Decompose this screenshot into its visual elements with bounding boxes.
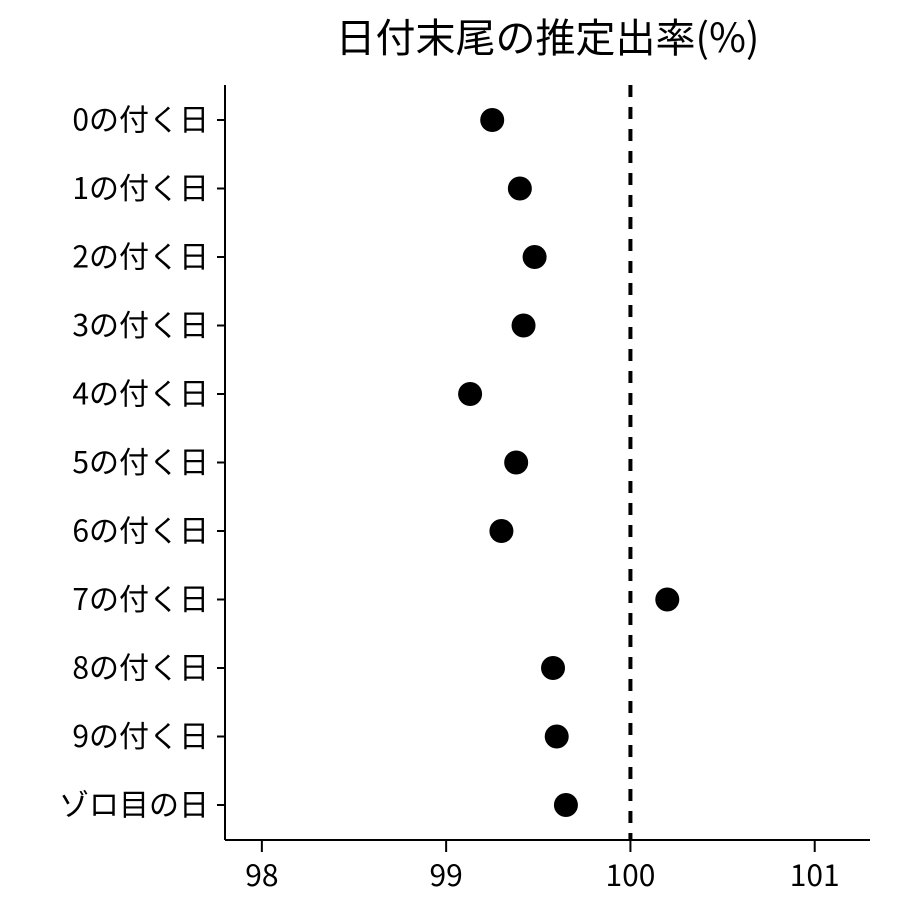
y-category-label: 0の付く日 bbox=[72, 96, 209, 140]
data-point bbox=[554, 793, 578, 817]
chart-title: 日付末尾の推定出率(%) bbox=[336, 6, 760, 64]
data-point bbox=[523, 245, 547, 269]
chart-svg: 日付末尾の推定出率(%) 98 99 100 101 0の付く日 1の付く日 2の付く日 3の付… bbox=[0, 0, 900, 900]
y-category-label: 9の付く日 bbox=[72, 712, 209, 756]
y-category-label: 2の付く日 bbox=[72, 233, 209, 277]
data-point bbox=[458, 382, 482, 406]
y-category-label: 6の付く日 bbox=[72, 507, 209, 551]
y-category-label: 5の付く日 bbox=[72, 438, 209, 482]
y-category-label: 1の付く日 bbox=[72, 164, 209, 208]
data-point bbox=[480, 108, 504, 132]
y-category-label: 8の付く日 bbox=[72, 644, 209, 688]
data-point bbox=[489, 519, 513, 543]
data-point bbox=[545, 725, 569, 749]
y-category-label: ゾロ目の日 bbox=[59, 781, 209, 825]
data-point bbox=[512, 314, 536, 338]
x-tick-label: 98 bbox=[245, 851, 278, 895]
data-point bbox=[504, 451, 528, 475]
data-point bbox=[655, 588, 679, 612]
y-category-label: 7の付く日 bbox=[72, 575, 209, 619]
y-category-label: 4の付く日 bbox=[72, 370, 209, 414]
data-point bbox=[541, 656, 565, 680]
x-tick-label: 100 bbox=[605, 851, 655, 895]
x-tick-label: 101 bbox=[790, 851, 840, 895]
data-point bbox=[508, 177, 532, 201]
x-tick-label: 99 bbox=[429, 851, 462, 895]
y-category-label: 3の付く日 bbox=[72, 301, 209, 345]
dot-plot-chart: 日付末尾の推定出率(%) 98 99 100 101 0の付く日 1の付く日 2の付く日 3の付… bbox=[0, 0, 900, 900]
